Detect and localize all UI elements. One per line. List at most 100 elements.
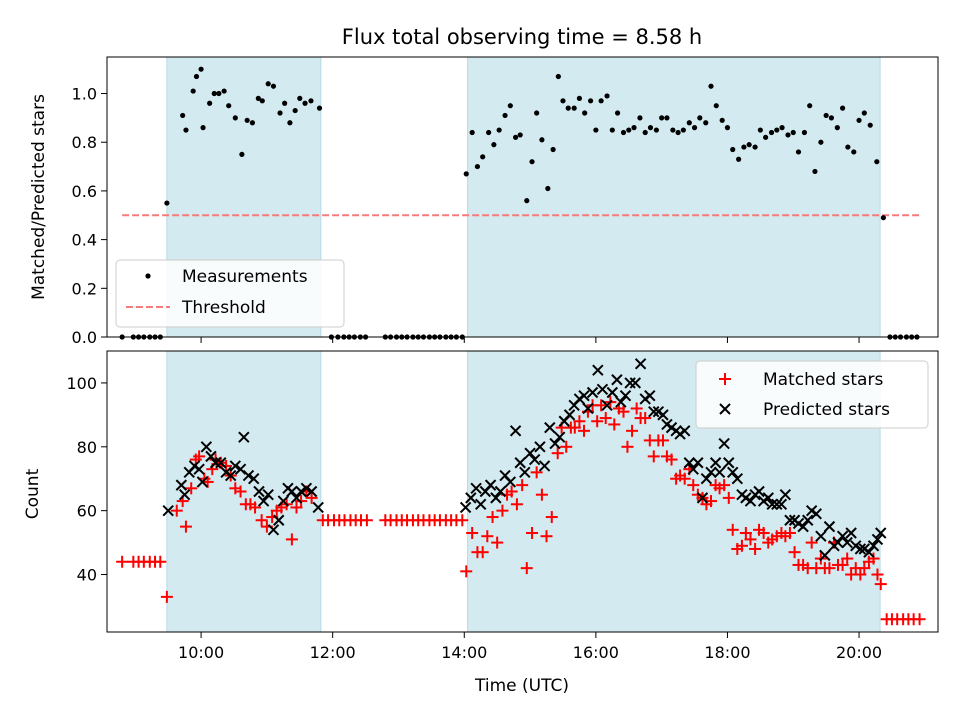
measurement-point bbox=[576, 95, 583, 101]
measurement-point bbox=[486, 129, 492, 136]
predicted-star-point bbox=[683, 457, 695, 469]
predicted-star-point bbox=[178, 488, 191, 501]
matched-star-point bbox=[234, 485, 247, 498]
matched-star-point bbox=[626, 424, 639, 437]
predicted-star-point bbox=[678, 425, 691, 437]
predicted-star-point bbox=[867, 540, 880, 552]
x-tick-label: 12:00 bbox=[310, 643, 356, 662]
matched-star-point bbox=[285, 533, 298, 546]
measurement-point bbox=[828, 115, 835, 121]
y-tick-label: 0.8 bbox=[72, 133, 97, 152]
measurement-point bbox=[642, 129, 648, 136]
measurement-point bbox=[259, 98, 265, 104]
measurement-point bbox=[593, 127, 599, 133]
measurement-point bbox=[277, 110, 283, 116]
predicted-star-point bbox=[709, 457, 722, 469]
y-tick-label: 0.2 bbox=[72, 279, 97, 298]
figure-title: Flux total observing time = 8.58 h bbox=[342, 25, 702, 49]
matched-star-point bbox=[154, 555, 167, 568]
matched-star-point bbox=[913, 613, 926, 626]
matched-star-point bbox=[805, 536, 818, 549]
y-tick-label: 60 bbox=[77, 502, 97, 521]
predicted-star-point bbox=[514, 457, 526, 469]
measurement-point bbox=[587, 98, 594, 104]
matched-star-point bbox=[491, 536, 504, 549]
predicted-star-point bbox=[248, 473, 260, 485]
predicted-star-point bbox=[312, 501, 324, 514]
measurement-point bbox=[686, 120, 692, 126]
measurement-point bbox=[752, 144, 758, 150]
measurement-point bbox=[653, 127, 659, 133]
measurement-point bbox=[851, 149, 857, 155]
measurement-point bbox=[620, 129, 627, 136]
measurement-point bbox=[512, 134, 519, 140]
matched-star-point bbox=[568, 421, 581, 434]
measurement-point bbox=[790, 129, 796, 136]
measurement-point bbox=[713, 103, 719, 109]
matched-star-point bbox=[460, 565, 473, 578]
predicted-star-point bbox=[229, 460, 242, 472]
matched-star-point bbox=[290, 501, 303, 514]
measurement-point bbox=[801, 129, 808, 136]
legend-measurements-marker bbox=[145, 273, 151, 279]
measurement-point bbox=[647, 125, 654, 131]
predicted-star-point bbox=[563, 409, 576, 421]
predicted-star-point bbox=[253, 485, 265, 498]
measurement-point bbox=[637, 115, 643, 121]
matched-star-point bbox=[526, 527, 539, 540]
matched-star-point bbox=[858, 562, 871, 575]
predicted-star-point bbox=[601, 399, 613, 411]
matched-star-point bbox=[757, 527, 770, 540]
measurement-point bbox=[287, 120, 293, 126]
predicted-star-point bbox=[784, 514, 796, 526]
measurement-point bbox=[244, 117, 250, 123]
measurement-point bbox=[469, 129, 475, 136]
predicted-star-point bbox=[700, 473, 713, 485]
matched-star-point bbox=[678, 472, 691, 485]
measurement-point bbox=[164, 200, 170, 206]
matched-star-point bbox=[540, 530, 553, 543]
measurement-point bbox=[308, 98, 314, 104]
measurement-point bbox=[190, 88, 196, 94]
measurement-point bbox=[785, 132, 791, 138]
measurement-point bbox=[670, 127, 676, 133]
matched-star-point bbox=[718, 479, 731, 492]
predicted-star-point bbox=[687, 463, 699, 475]
predicted-star-point bbox=[845, 527, 857, 539]
predicted-star-point bbox=[606, 386, 619, 399]
predicted-star-point bbox=[657, 409, 669, 421]
measurement-point bbox=[239, 151, 245, 157]
measurement-point bbox=[746, 142, 752, 148]
measurement-point bbox=[555, 73, 561, 80]
measurement-point bbox=[524, 198, 530, 204]
predicted-star-point bbox=[257, 495, 270, 507]
predicted-star-point bbox=[713, 466, 726, 479]
predicted-star-point bbox=[836, 530, 849, 542]
ratio-x-ticks bbox=[200, 337, 860, 343]
ratio-y-axis-label: Matched/Predicted stars bbox=[29, 94, 49, 300]
measurement-point bbox=[560, 98, 566, 104]
predicted-star-point bbox=[797, 520, 809, 533]
predicted-star-point bbox=[162, 504, 174, 517]
matched-star-point bbox=[481, 530, 494, 543]
measurement-point bbox=[724, 125, 731, 131]
y-tick-label: 100 bbox=[66, 374, 97, 393]
measurement-point bbox=[818, 139, 824, 145]
measurement-point bbox=[226, 103, 232, 109]
y-tick-label: 1.0 bbox=[72, 85, 97, 104]
measurement-point bbox=[565, 105, 571, 111]
measurement-point bbox=[200, 125, 206, 131]
legend-matched-marker bbox=[719, 373, 731, 385]
measurement-point bbox=[571, 105, 577, 111]
predicted-star-point bbox=[863, 546, 875, 558]
predicted-star-point bbox=[692, 457, 704, 469]
matched-star-point bbox=[510, 498, 523, 511]
matched-star-point bbox=[560, 440, 573, 453]
predicted-star-point bbox=[175, 479, 188, 491]
measurement-point bbox=[255, 95, 261, 101]
measurement-point bbox=[180, 112, 186, 119]
measurement-point bbox=[496, 127, 502, 133]
measurement-point bbox=[502, 112, 508, 119]
predicted-star-point bbox=[549, 437, 561, 450]
matched-star-point bbox=[185, 482, 198, 495]
